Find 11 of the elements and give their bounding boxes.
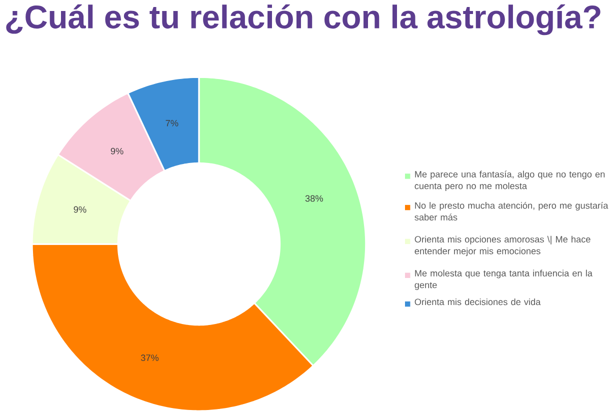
legend-label: Orienta mis opciones amorosas \| Me hace entender mejor mis emociones	[414, 236, 590, 256]
data-label: 9%	[74, 206, 86, 213]
data-label: 37%	[140, 354, 159, 362]
data-label: 38%	[305, 195, 323, 202]
data-label: 9%	[110, 148, 124, 154]
chart-title: ¿Cuál es tu relación con la astrología?	[6, 4, 600, 36]
legend-label: Me molesta que tenga tanta infuencia en la gente	[414, 270, 592, 290]
data-label: 7%	[166, 120, 178, 126]
legend-label: No le presto mucha atención, pero me gustaría saber más	[414, 202, 608, 221]
legend-label: Me parece una fantasía, algo que no tengo en cuenta pero no me molesta	[414, 170, 605, 192]
legend-label: Orienta mis decisiones de vida	[414, 298, 541, 306]
